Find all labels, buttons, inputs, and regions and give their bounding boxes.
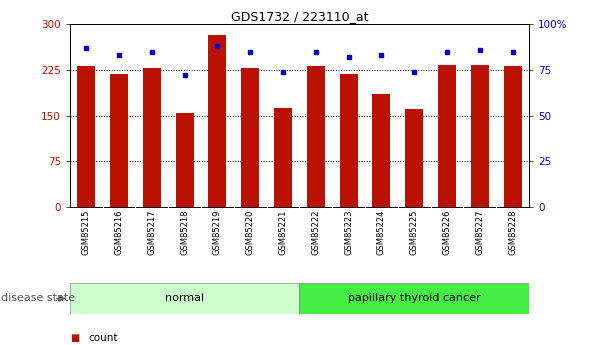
Bar — [307, 66, 325, 207]
Text: GSM85219: GSM85219 — [213, 209, 222, 255]
Bar — [300, 283, 529, 314]
Text: normal: normal — [165, 294, 204, 303]
Text: papillary thyroid cancer: papillary thyroid cancer — [348, 294, 480, 303]
Text: GSM85220: GSM85220 — [246, 209, 255, 255]
Title: GDS1732 / 223110_at: GDS1732 / 223110_at — [230, 10, 368, 23]
Text: GSM85223: GSM85223 — [344, 209, 353, 255]
Bar — [372, 94, 390, 207]
Bar — [70, 283, 299, 314]
Text: GSM85218: GSM85218 — [180, 209, 189, 255]
Text: GSM85227: GSM85227 — [475, 209, 485, 255]
Bar — [405, 109, 423, 207]
Text: GSM85215: GSM85215 — [82, 209, 91, 255]
Bar — [274, 108, 292, 207]
Text: GSM85228: GSM85228 — [508, 209, 517, 255]
Bar — [143, 68, 161, 207]
Bar — [438, 65, 456, 207]
Text: GSM85224: GSM85224 — [377, 209, 386, 255]
Text: GSM85216: GSM85216 — [114, 209, 123, 255]
Bar — [209, 34, 227, 207]
Bar — [176, 112, 194, 207]
Text: ■: ■ — [70, 333, 79, 343]
Text: GSM85225: GSM85225 — [410, 209, 419, 255]
Text: GSM85217: GSM85217 — [147, 209, 156, 255]
Bar — [471, 65, 489, 207]
Text: GSM85226: GSM85226 — [443, 209, 452, 255]
Bar — [503, 66, 522, 207]
Bar — [340, 74, 358, 207]
Bar — [241, 68, 259, 207]
Text: GSM85221: GSM85221 — [278, 209, 288, 255]
Text: count: count — [88, 333, 118, 343]
Bar — [110, 74, 128, 207]
Bar — [77, 66, 95, 207]
Text: disease state: disease state — [1, 294, 75, 303]
Text: GSM85222: GSM85222 — [311, 209, 320, 255]
